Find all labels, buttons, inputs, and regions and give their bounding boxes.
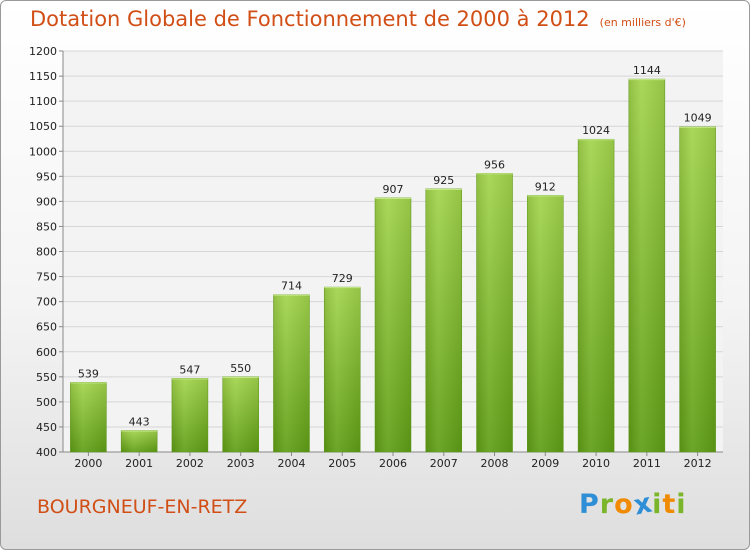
proxiti-logo[interactable]: Proxiti [579,487,687,521]
bar-shade [273,294,310,452]
data-label: 1144 [633,64,661,77]
y-tick-label: 550 [36,371,57,384]
x-tick-label: 2001 [125,457,153,470]
data-label: 550 [230,362,251,375]
x-tick-label: 2009 [531,457,559,470]
logo-letter: o [614,489,634,520]
y-tick-label: 1100 [29,95,57,108]
chart-subtitle: (en milliers d'€) [599,16,686,29]
data-label: 547 [179,363,200,376]
data-label: 925 [433,174,454,187]
bar-shade [121,430,158,452]
title-text: Dotation Globale de Fonctionnement de 20… [30,7,590,31]
x-tick-label: 2006 [379,457,407,470]
x-tick-label: 2005 [328,457,356,470]
y-tick-label: 1000 [29,145,57,158]
data-label: 443 [129,415,150,428]
data-label: 907 [383,183,404,196]
data-label: 729 [332,272,353,285]
x-tick-label: 2010 [582,457,610,470]
y-tick-label: 700 [36,296,57,309]
x-tick-label: 2004 [277,457,305,470]
chart-title: Dotation Globale de Fonctionnement de 20… [30,7,686,31]
y-tick-label: 800 [36,246,57,259]
x-tick-label: 2012 [684,457,712,470]
logo-letter: i [676,489,687,520]
bar-shade [70,382,107,452]
bar-shade [578,139,615,452]
y-tick-label: 950 [36,170,57,183]
bar-shade [476,173,513,452]
logo-letter: t [662,489,677,520]
y-tick-label: 900 [36,195,57,208]
y-tick-label: 750 [36,271,57,284]
data-label: 956 [484,158,505,171]
logo-letter: r [599,489,615,520]
data-label: 912 [535,180,556,193]
x-tick-label: 2011 [633,457,661,470]
bar-shade [375,197,411,452]
data-label: 539 [78,367,99,380]
bar-shade [171,378,208,452]
y-tick-label: 1150 [29,70,57,83]
logo-letter: P [579,489,600,520]
data-label: 1049 [684,112,712,125]
bar-shade [527,195,564,453]
x-tick-label: 2007 [430,457,458,470]
y-tick-label: 450 [36,421,57,434]
bar-shade [324,287,361,452]
x-tick-label: 2008 [481,457,509,470]
y-tick-label: 650 [36,321,57,334]
commune-name: BOURGNEUF-EN-RETZ [37,496,248,518]
bar-shade [222,376,259,452]
y-tick-label: 600 [36,346,57,359]
bar-shade [679,126,716,452]
y-tick-label: 400 [36,446,57,459]
logo-letter: i [652,489,663,520]
y-tick-label: 850 [36,220,57,233]
data-label: 1024 [582,124,610,137]
y-tick-label: 1200 [29,45,57,58]
bar-shade [425,188,462,452]
y-tick-label: 1050 [29,120,57,133]
y-tick-label: 500 [36,396,57,409]
data-label: 714 [281,280,302,293]
bar-shade [628,79,665,452]
x-tick-label: 2003 [227,457,255,470]
x-tick-label: 2002 [176,457,204,470]
x-tick-label: 2000 [74,457,102,470]
